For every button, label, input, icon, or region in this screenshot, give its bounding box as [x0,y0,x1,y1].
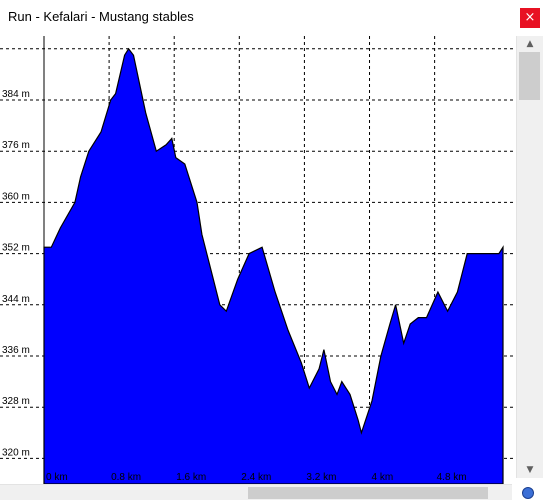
x-tick-label: 4 km [372,472,394,483]
x-tick-label: 0.8 km [111,472,141,483]
scroll-up-icon[interactable]: ▲ [526,39,534,49]
close-button[interactable]: × [520,8,540,28]
scroll-down-icon[interactable]: ▼ [526,465,534,475]
window-title: Run - Kefalari - Mustang stables [8,9,194,24]
y-tick-label: 360 m [2,191,30,202]
close-icon: × [524,10,536,25]
x-tick-labels: 0 km 0.8 km 1.6 km 2.4 km 3.2 km 4 km 4.8 km [46,472,467,483]
y-tick-label: 352 m [2,243,30,254]
elevation-area [43,47,504,484]
y-tick-label: 384 m [2,89,30,100]
y-tick-label: 376 m [2,140,30,151]
globe-icon [522,487,534,499]
y-tick-label: 344 m [2,294,30,305]
x-tick-label: 2.4 km [241,472,271,483]
y-tick-labels: 320 m 328 m 336 m 344 m 352 m 360 m 376 m 384 m [2,89,30,458]
x-tick-label: 4.8 km [437,472,467,483]
elevation-chart: 320 m 328 m 336 m 344 m 352 m 360 m 376 m 384 m… [0,36,516,484]
horizontal-scroll-thumb[interactable] [248,487,488,499]
x-tick-label: 3.2 km [306,472,336,483]
x-tick-label: 1.6 km [176,472,206,483]
y-tick-label: 336 m [2,345,30,356]
x-tick-label: 0 km [46,472,68,483]
scroll-thumb[interactable] [519,52,540,100]
title-bar: Run - Kefalari - Mustang stables × [0,0,543,36]
horizontal-scrollbar[interactable] [0,484,512,500]
y-tick-label: 328 m [2,396,30,407]
y-tick-label: 320 m [2,447,30,458]
vertical-scrollbar[interactable]: ▲ ▼ [516,36,543,478]
